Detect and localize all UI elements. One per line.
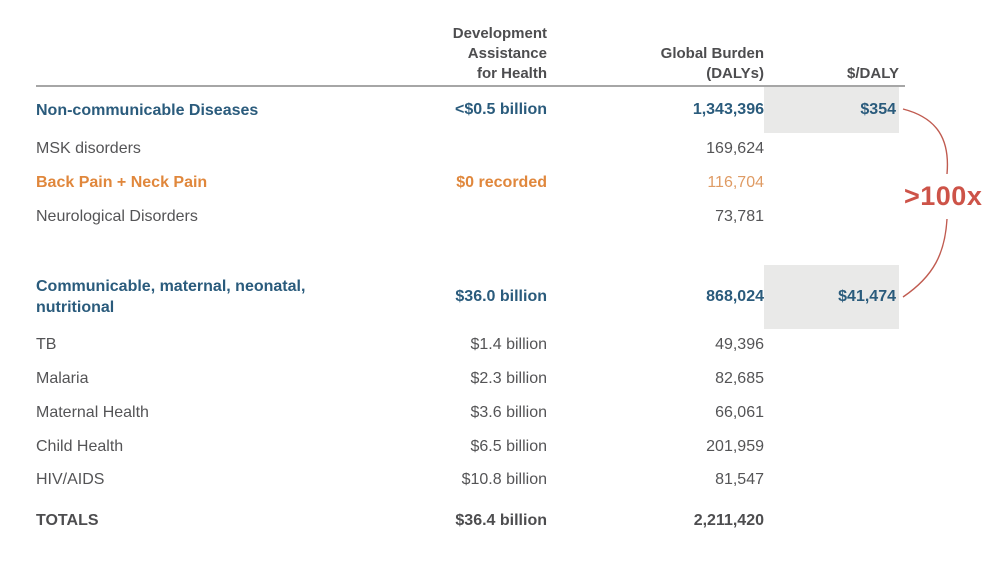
row-label: Malaria: [36, 370, 89, 387]
row-dah-value: $2.3 billion: [470, 370, 548, 387]
table-row-hiv-aids: HIV/AIDS $10.8 billion 81,547: [36, 469, 899, 491]
row-label: TB: [36, 336, 57, 353]
table-row-child-health: Child Health $6.5 billion 201,959: [36, 436, 899, 458]
row-cost-per-daly-highlight: $41,474: [764, 265, 899, 329]
row-label: TOTALS: [36, 511, 99, 529]
row-label: MSK disorders: [36, 140, 141, 157]
table-row-msk: MSK disorders 169,624: [36, 138, 899, 160]
row-cost-per-daly: [764, 509, 899, 532]
row-dalys-value: 82,685: [715, 370, 764, 387]
row-dah-value: $10.8 billion: [461, 471, 547, 488]
row-label: Communicable, maternal, neonatal, nutrit…: [36, 278, 306, 316]
row-dah-value: $36.4 billion: [455, 511, 547, 529]
table-row-tb: TB $1.4 billion 49,396: [36, 334, 899, 356]
table-row-communicable: Communicable, maternal, neonatal, nutrit…: [36, 265, 899, 329]
row-dalys-value: 1,343,396: [692, 101, 764, 118]
row-cost-per-daly: [764, 172, 899, 194]
row-dah-value: $3.6 billion: [470, 404, 548, 421]
row-dalys-value: 2,211,420: [693, 511, 764, 529]
header-cost-per-daly: $/DALY: [847, 65, 899, 82]
row-label: Non-communicable Diseases: [36, 101, 259, 119]
row-dah-value: <$0.5 billion: [454, 101, 547, 118]
table-row-maternal-health: Maternal Health $3.6 billion 66,061: [36, 402, 899, 424]
row-label: Neurological Disorders: [36, 208, 198, 225]
row-dah-value: $1.4 billion: [470, 336, 548, 353]
row-dalys-value: 49,396: [715, 336, 764, 353]
row-dah-value: $0 recorded: [456, 174, 547, 191]
table-header: Development Assistance for Health Global…: [36, 24, 899, 84]
row-dalys-value: 201,959: [706, 438, 764, 455]
row-cost-per-daly: [764, 469, 899, 491]
table-row-totals: TOTALS $36.4 billion 2,211,420: [36, 509, 899, 532]
row-dah-value: $6.5 billion: [470, 438, 548, 455]
row-label: HIV/AIDS: [36, 471, 105, 488]
row-cost-per-daly: [764, 334, 899, 356]
row-label: Back Pain + Neck Pain: [36, 174, 208, 191]
row-dalys-value: 868,024: [706, 288, 764, 305]
row-dalys-value: 169,624: [706, 140, 764, 157]
comparison-ratio-label: >100x: [904, 181, 983, 211]
table-row-neurological: Neurological Disorders 73,781: [36, 206, 899, 228]
row-cost-per-daly: [764, 402, 899, 424]
row-dalys-value: 73,781: [715, 208, 764, 225]
row-label: Child Health: [36, 438, 124, 455]
row-cost-per-daly: [764, 206, 899, 228]
table-row-back-neck-pain: Back Pain + Neck Pain $0 recorded 116,70…: [36, 172, 899, 194]
header-global-burden: Global Burden (DALYs): [660, 45, 764, 82]
row-dalys-value: 116,704: [707, 174, 764, 191]
row-cost-per-daly: [764, 368, 899, 390]
row-dalys-value: 81,547: [715, 471, 764, 488]
row-dah-value: $36.0 billion: [455, 288, 547, 305]
header-divider: [36, 85, 905, 87]
header-development-assistance: Development Assistance for Health: [452, 25, 547, 82]
row-cost-per-daly: [764, 436, 899, 458]
row-cost-per-daly-highlight: $354: [764, 87, 899, 133]
row-label: Maternal Health: [36, 404, 149, 421]
table-row-non-communicable: Non-communicable Diseases <$0.5 billion …: [36, 87, 899, 133]
row-cost-per-daly: [764, 138, 899, 160]
table-row-malaria: Malaria $2.3 billion 82,685: [36, 368, 899, 390]
row-dalys-value: 66,061: [715, 404, 764, 421]
